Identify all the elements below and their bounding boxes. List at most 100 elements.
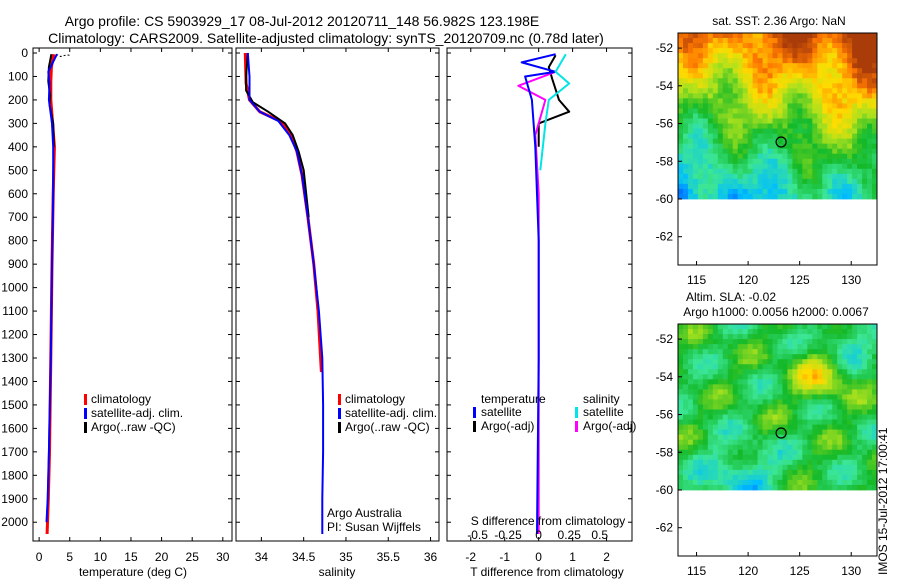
map-cell — [757, 339, 763, 345]
map-cell — [787, 444, 793, 451]
sla-map: 115 120 125 130-52-54-56-58-60-62 — [656, 324, 878, 578]
map-cell — [827, 339, 833, 345]
map-cell — [678, 63, 684, 69]
map-cell — [687, 339, 694, 345]
map-cell — [807, 354, 813, 360]
map-cell — [752, 449, 759, 456]
map-cell — [797, 163, 803, 170]
map-cell — [717, 414, 724, 420]
map-cell — [812, 479, 818, 486]
map-cell — [737, 53, 744, 59]
map-cell — [837, 464, 843, 471]
map-cell — [872, 429, 878, 436]
map-cell — [807, 168, 813, 175]
map-cell — [852, 168, 858, 175]
map-cell — [782, 324, 788, 330]
map-cell — [727, 449, 734, 456]
map-cell — [777, 98, 783, 104]
map-cell — [732, 183, 739, 190]
map-cell — [678, 38, 684, 44]
map-cell — [772, 464, 778, 471]
map-cell — [727, 123, 734, 129]
map-cell — [722, 83, 729, 89]
map-cell — [717, 53, 724, 59]
map-cell — [687, 48, 694, 54]
map-cell — [822, 429, 828, 436]
map-cell — [767, 63, 773, 69]
map-cell — [777, 43, 783, 49]
sla-map-title: Altim. SLA: -0.02 — [686, 290, 776, 304]
map-cell — [792, 173, 798, 180]
map-cell — [767, 399, 773, 405]
map-cell — [857, 449, 863, 456]
map-cell — [767, 449, 773, 456]
map-cell — [752, 48, 759, 54]
map-cell — [817, 474, 823, 481]
map-cell — [797, 143, 803, 150]
map-cell — [777, 394, 783, 400]
map-cell — [777, 153, 783, 160]
map-cell — [842, 158, 848, 165]
map-cell — [678, 404, 684, 410]
map-cell — [747, 163, 754, 170]
map-cell — [702, 168, 709, 175]
map-cell — [687, 374, 694, 380]
map-cell — [767, 429, 773, 436]
map-cell — [807, 108, 813, 114]
map-cell — [822, 153, 828, 160]
map-cell — [737, 158, 744, 165]
map-cell — [787, 369, 793, 375]
map-cell — [692, 163, 699, 170]
map-cell — [687, 484, 694, 491]
map-cell — [827, 389, 833, 395]
legend-title-temperature: temperature — [481, 392, 546, 406]
map-cell — [867, 38, 873, 44]
map-cell — [697, 344, 704, 350]
map-cell — [742, 329, 749, 335]
map-cell — [837, 474, 843, 481]
map-cell — [822, 33, 828, 39]
map-cell — [842, 168, 848, 175]
map-cell — [832, 484, 838, 491]
map-cell — [757, 394, 763, 400]
map-cell — [822, 344, 828, 350]
map-cell — [792, 464, 798, 471]
map-cell — [752, 123, 759, 129]
map-cell — [872, 138, 878, 145]
map-cell — [802, 163, 808, 170]
map-cell — [782, 93, 788, 99]
map-cell — [692, 143, 699, 150]
map-cell — [747, 83, 754, 89]
map-cell — [687, 43, 694, 49]
map-cell — [857, 354, 863, 360]
map-cell — [837, 98, 843, 104]
map-cell — [712, 53, 719, 59]
map-cell — [837, 349, 843, 355]
map-cell — [867, 118, 873, 124]
map-cell — [812, 38, 818, 44]
map-cell — [852, 424, 858, 431]
map-cell — [812, 58, 818, 64]
map-cell — [802, 138, 808, 145]
map-cell — [762, 459, 768, 466]
map-cell — [872, 349, 878, 355]
map-cell — [792, 83, 798, 89]
map-cell — [827, 409, 833, 415]
map-cell — [727, 63, 734, 69]
map-cell — [847, 454, 853, 461]
map-cell — [762, 334, 768, 340]
map-cell — [817, 43, 823, 49]
map-cell — [832, 349, 838, 355]
map-cell — [682, 108, 689, 114]
map-cell — [867, 334, 873, 340]
map-cell — [782, 68, 788, 74]
map-cell — [852, 339, 858, 345]
map-cell — [847, 409, 853, 415]
s-tick-label: -0.5 — [467, 528, 488, 542]
map-cell — [717, 33, 724, 39]
map-cell — [682, 93, 689, 99]
map-cell — [837, 148, 843, 155]
map-cell — [797, 138, 803, 145]
map-cell — [762, 369, 768, 375]
map-cell — [802, 414, 808, 420]
